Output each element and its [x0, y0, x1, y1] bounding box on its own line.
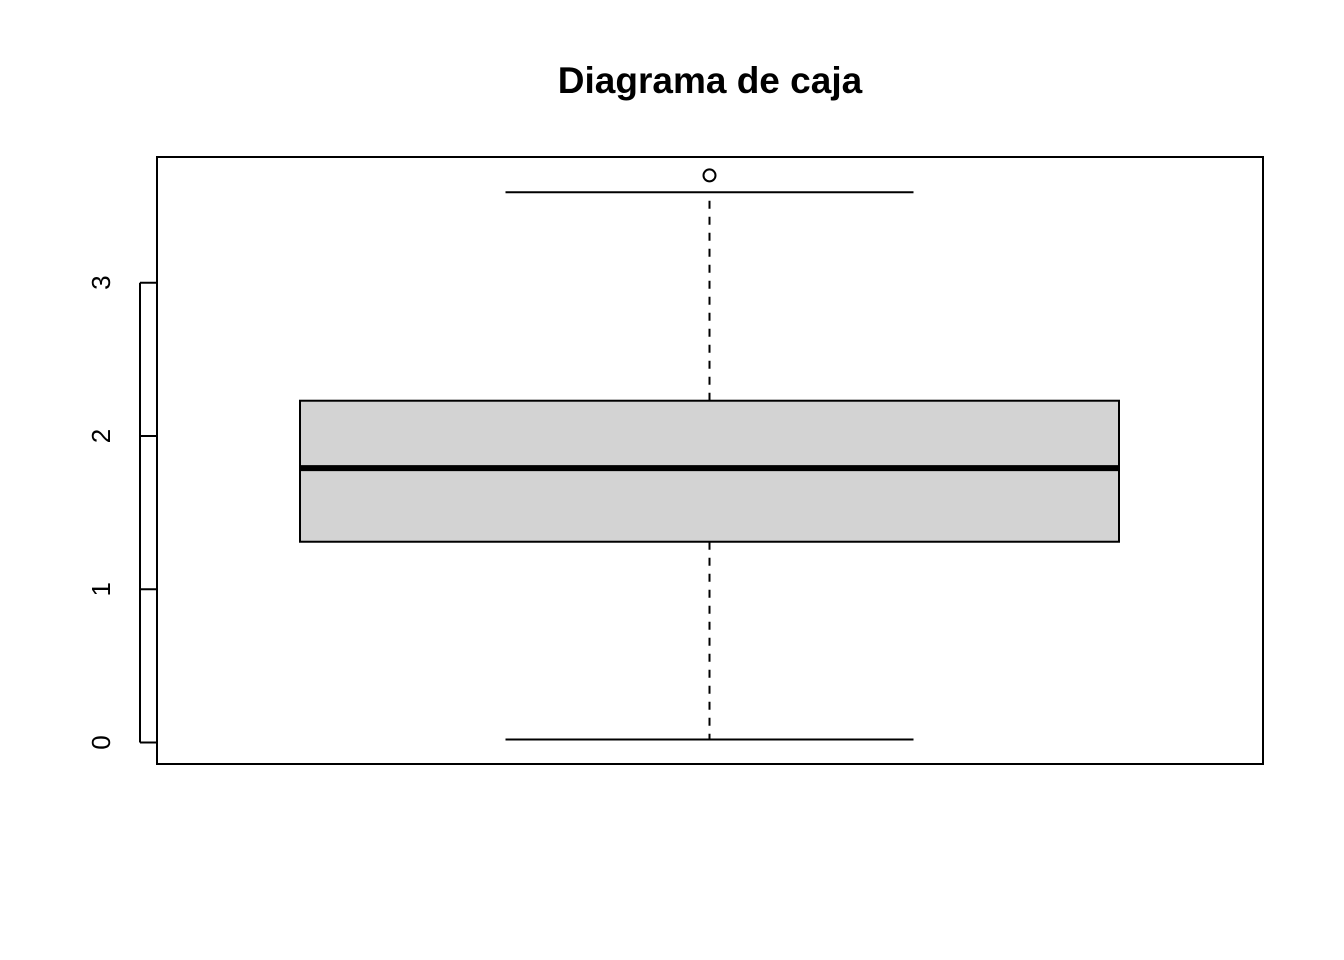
y-tick-label: 0: [86, 735, 116, 749]
y-tick-label: 3: [86, 275, 116, 289]
y-axis: 0 1 2 3: [86, 275, 157, 750]
box-plot: [299, 168, 1120, 741]
iqr-box: [299, 399, 1120, 543]
y-tick-label: 1: [86, 582, 116, 596]
plot-frame: [156, 156, 1264, 765]
chart-title: Diagrama de caja: [558, 60, 863, 101]
y-tick-label: 2: [86, 429, 116, 443]
outlier-point: [702, 168, 717, 183]
